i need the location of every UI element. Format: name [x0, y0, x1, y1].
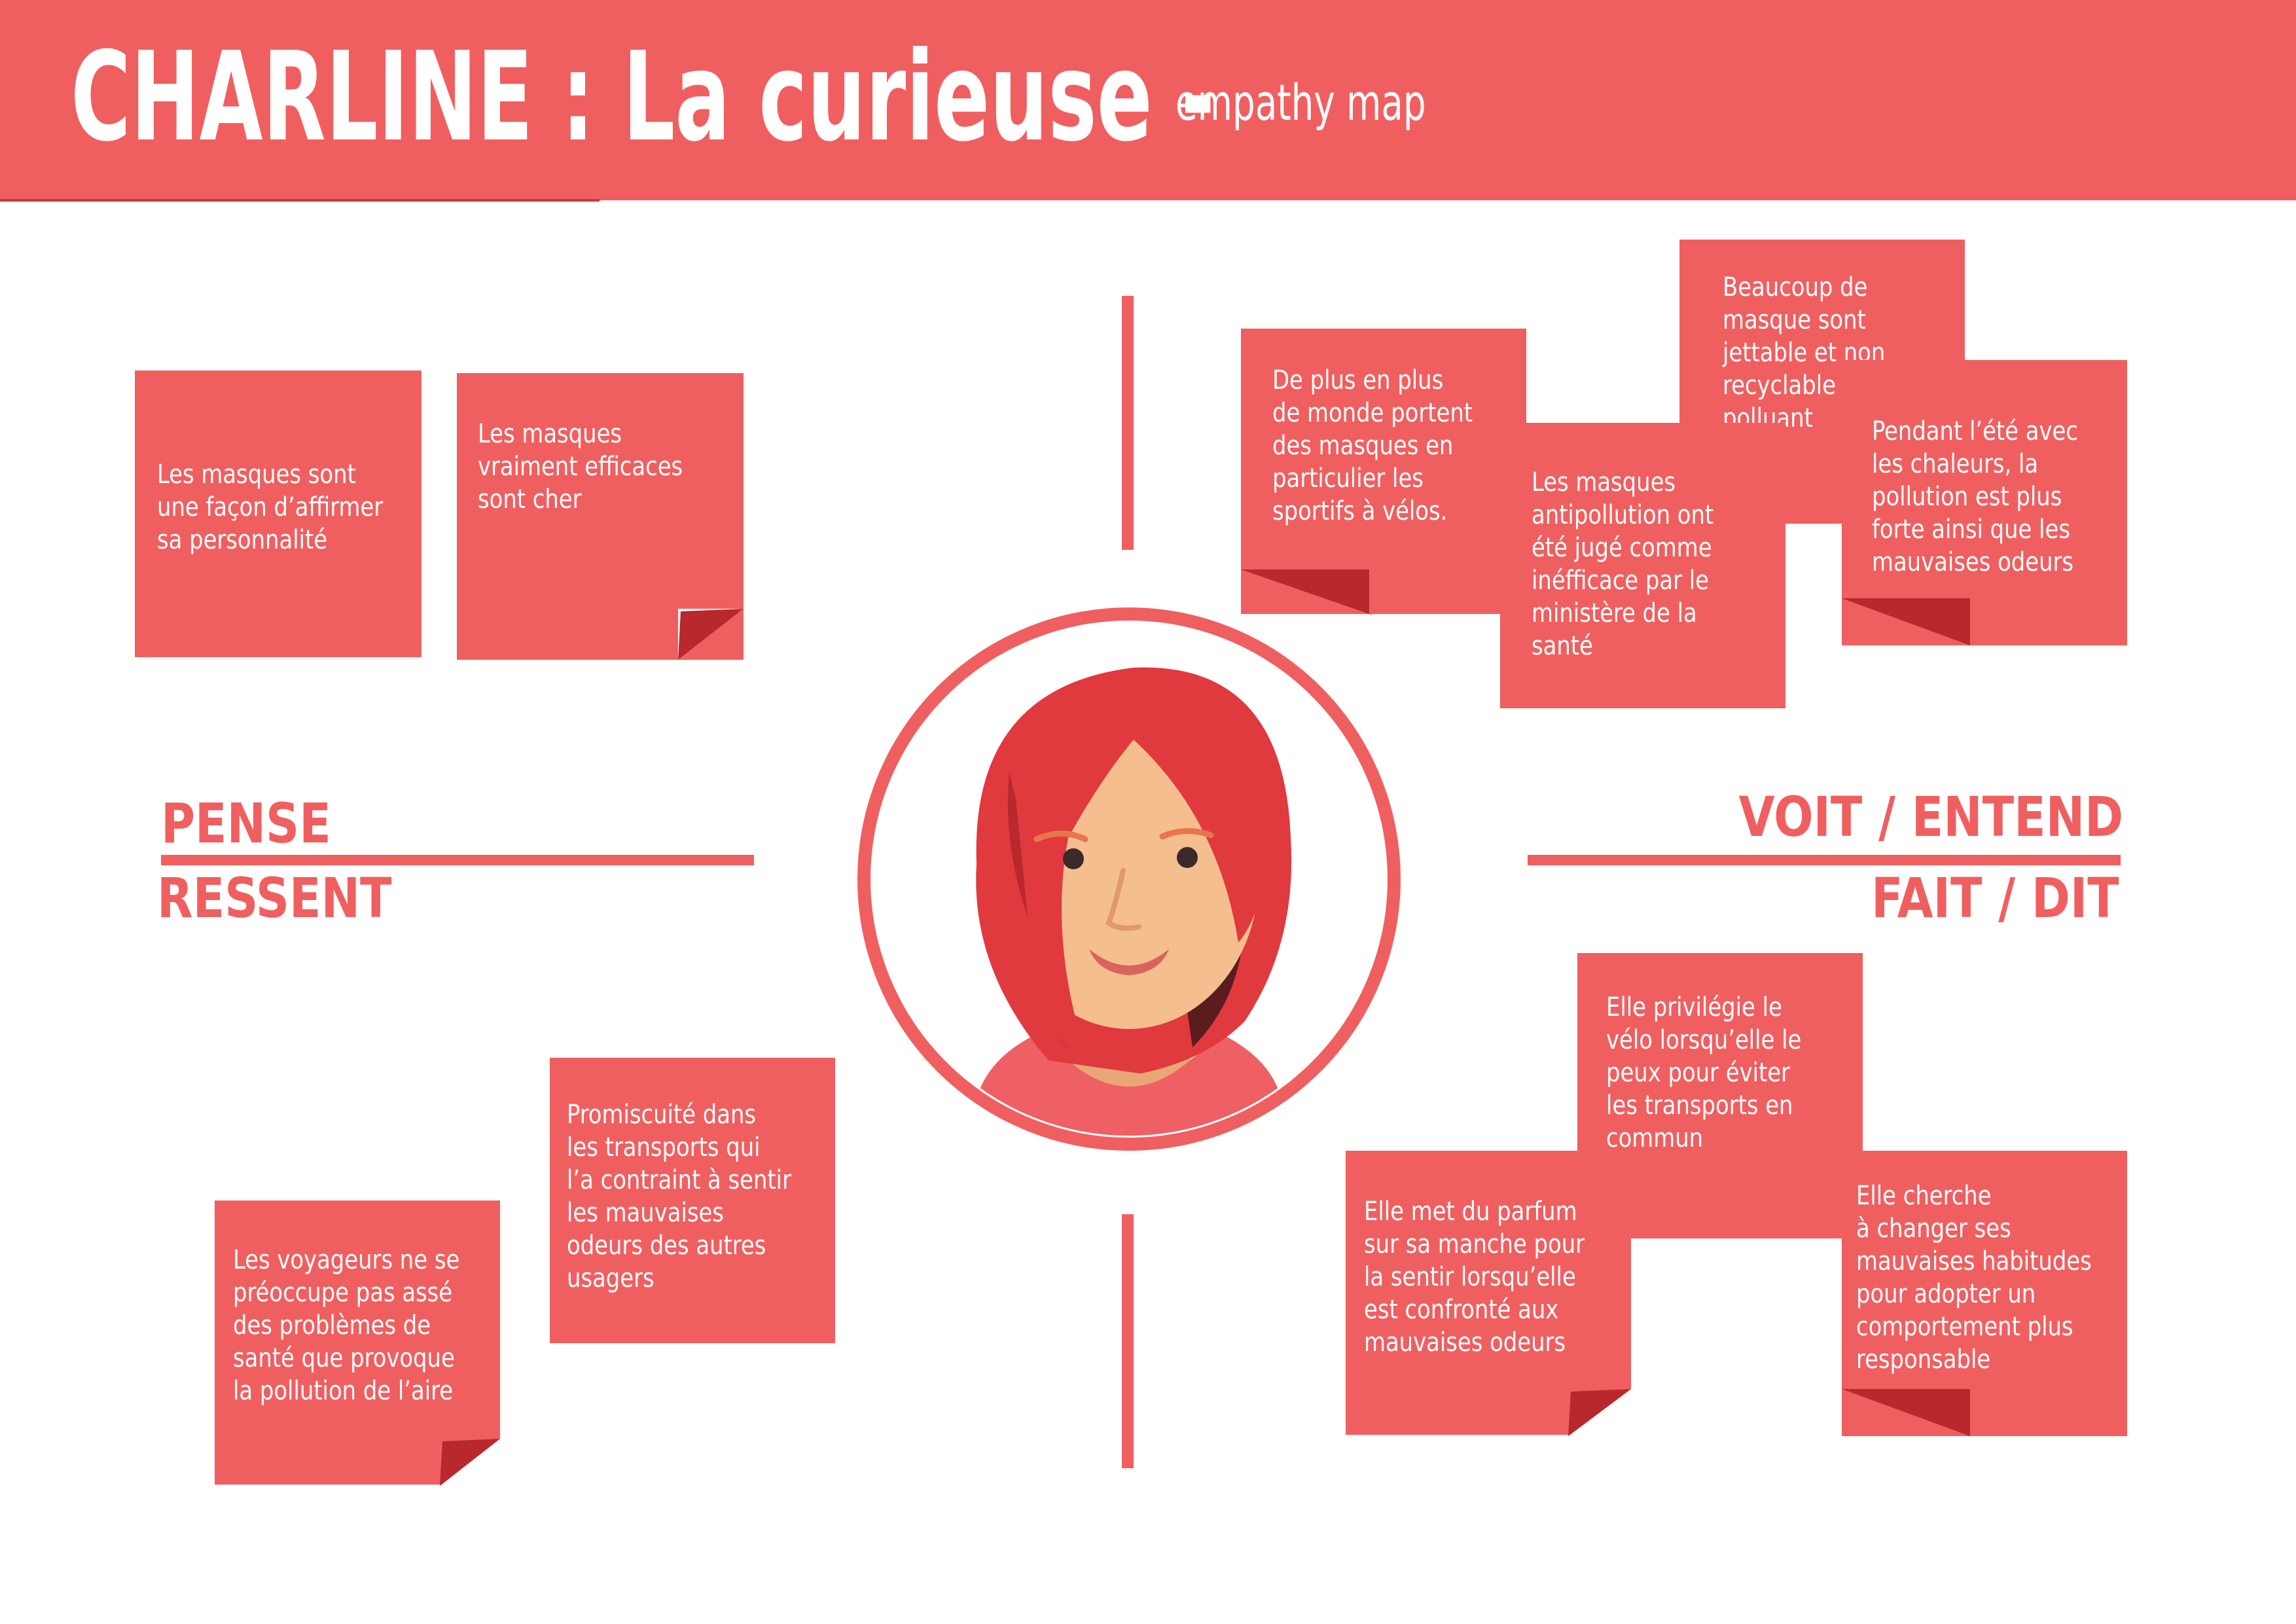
woman-avatar-icon — [857, 607, 1401, 1151]
sticky-note-pense-2: Les masques vraiment efficaces sont cher — [457, 373, 744, 660]
page-curl-icon — [440, 1439, 500, 1486]
page-curl-icon — [1568, 1389, 1631, 1436]
section-label-ressent: RESSENT — [157, 866, 392, 930]
page-title: CHARLINE : La curieuse - — [71, 26, 1215, 169]
sticky-note-ressent-2: Promiscuité dans les transports qui l’a … — [550, 1058, 835, 1343]
page-subtitle: empathy map — [1175, 73, 1426, 132]
folded-corner-icon — [1241, 569, 1372, 615]
sticky-note-fait-2: Elle met du parfum sur sa manche pour la… — [1346, 1151, 1631, 1435]
header-underline — [0, 199, 600, 202]
divider-left — [161, 855, 754, 865]
divider-bottom — [1122, 1214, 1134, 1468]
divider-top — [1122, 296, 1134, 550]
sticky-note-ressent-1: Les voyageurs ne se préoccupe pas assé d… — [215, 1200, 500, 1485]
folded-corner-icon — [1842, 1389, 1970, 1436]
sticky-note-voit-4: Pendant l’été avec les chaleurs, la poll… — [1842, 360, 2127, 645]
section-label-pense: PENSE — [161, 791, 331, 856]
folded-corner-icon — [1842, 598, 1970, 645]
sticky-note-voit-2: Les masques antipollution ont été jugé c… — [1500, 423, 1785, 708]
sticky-note-fait-3: Elle cherche à changer ses mauvaises hab… — [1842, 1151, 2127, 1436]
page-curl-icon — [678, 609, 744, 660]
header-banner — [0, 0, 2296, 200]
sticky-note-pense-1: Les masques sont une façon d’affirmer sa… — [135, 370, 422, 657]
section-label-fait-dit: FAIT / DIT — [1871, 866, 2119, 930]
divider-right — [1528, 855, 2121, 865]
sticky-note-voit-1: De plus en plus de monde portent des mas… — [1241, 329, 1526, 614]
section-label-voit-entend: VOIT / ENTEND — [1738, 785, 2123, 849]
